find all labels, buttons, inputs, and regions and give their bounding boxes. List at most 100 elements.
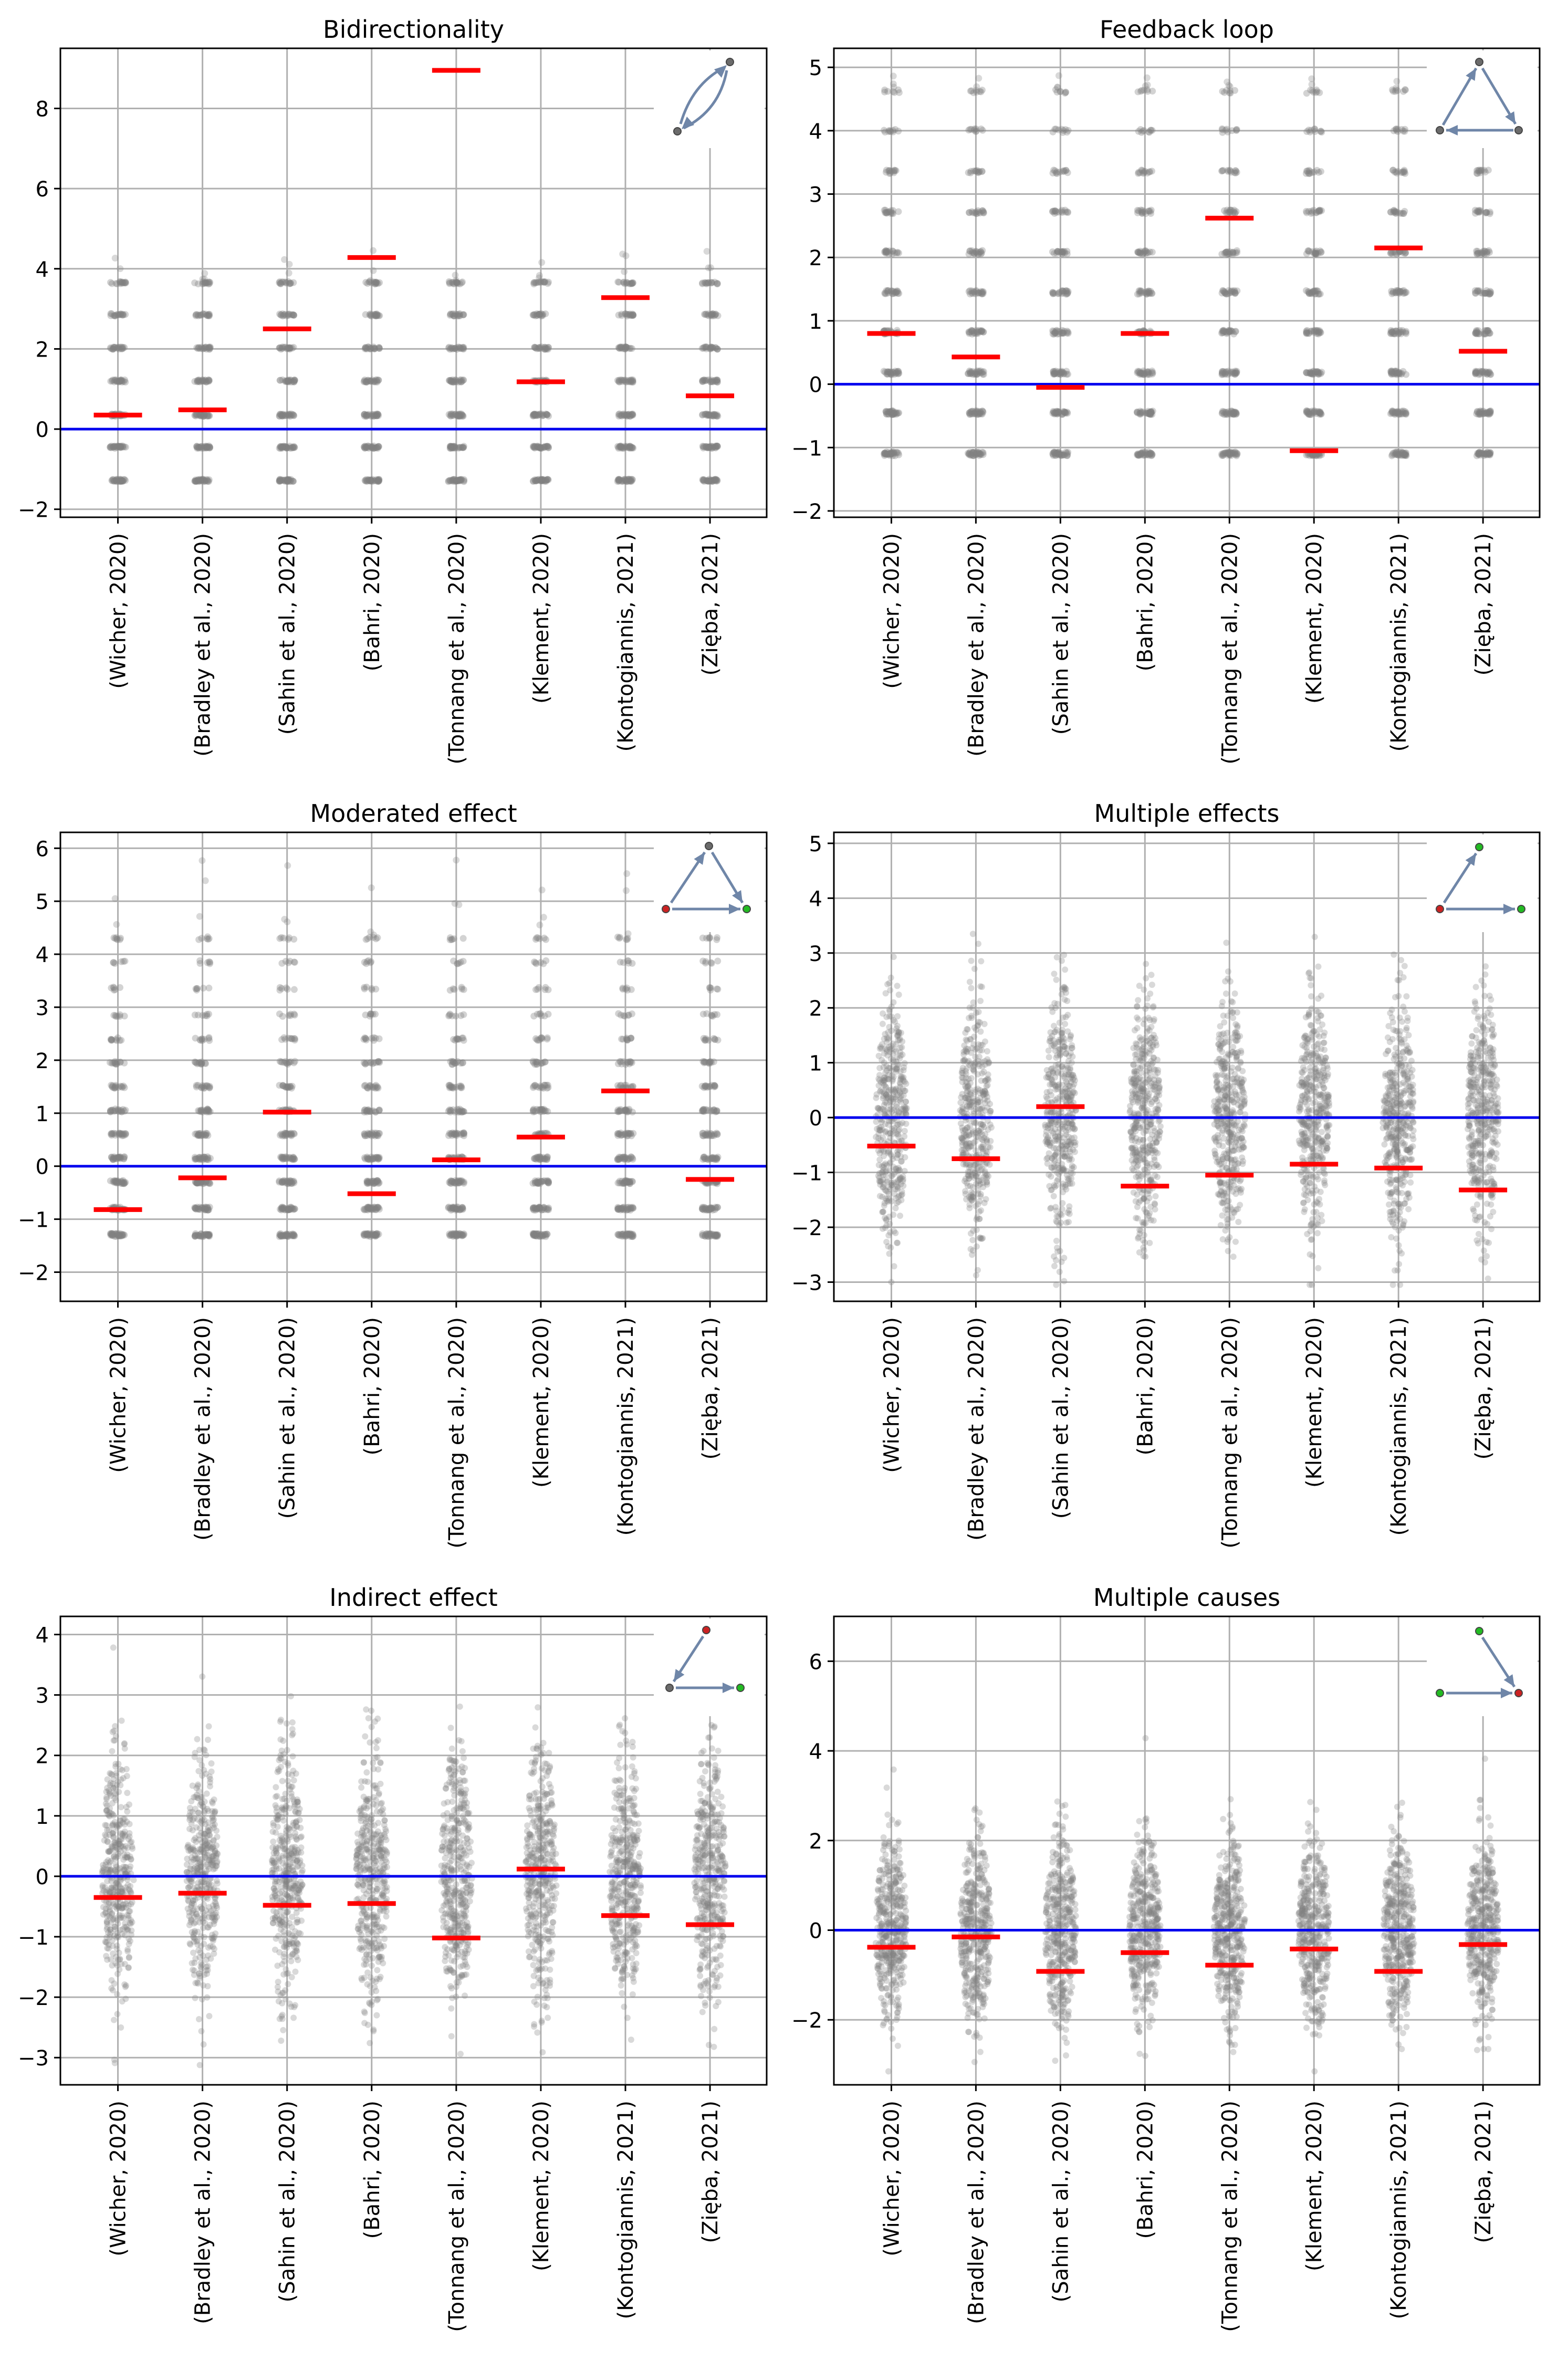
data-point [699, 1230, 706, 1237]
data-point [120, 1130, 128, 1137]
data-point [370, 267, 377, 274]
data-point [117, 476, 124, 484]
data-point [1224, 166, 1231, 174]
chart-title: Bidirectionality [323, 15, 504, 44]
data-point [534, 1179, 541, 1186]
data-point [196, 959, 204, 967]
data-point [121, 1012, 128, 1020]
data-point [980, 371, 987, 378]
x-tick-label: (Bradley et al., 2020) [191, 533, 215, 757]
data-point [117, 477, 124, 484]
data-point [118, 377, 125, 384]
data-point [532, 986, 539, 993]
data-point [113, 477, 120, 485]
data-point [1305, 290, 1313, 297]
data-point [119, 345, 126, 352]
data-point [1049, 289, 1057, 296]
data-point [107, 444, 114, 451]
data-point [367, 959, 374, 966]
y-tick-label: 0 [809, 373, 822, 398]
data-point [1049, 128, 1057, 135]
data-point [1393, 451, 1400, 458]
data-point [455, 901, 463, 909]
data-point [1305, 369, 1312, 377]
data-point [364, 1230, 371, 1237]
data-point [119, 344, 126, 351]
data-point [107, 344, 114, 351]
data-point [538, 259, 546, 266]
data-point [543, 1154, 550, 1162]
data-point [1392, 126, 1399, 133]
data-point [457, 1205, 465, 1213]
data-point [1134, 88, 1142, 96]
data-point [1393, 78, 1400, 85]
data-point [113, 476, 120, 483]
data-point [116, 378, 123, 385]
data-point [623, 870, 631, 878]
data-point [625, 957, 632, 965]
data-point [1134, 451, 1142, 458]
data-point [360, 1036, 368, 1043]
data-point [278, 1036, 286, 1043]
data-point [445, 1012, 453, 1019]
data-point [536, 1204, 543, 1211]
data-point [116, 346, 123, 353]
data-point [284, 1233, 291, 1240]
data-point [192, 1230, 199, 1237]
data-point [118, 343, 125, 351]
data-point [116, 443, 123, 451]
data-point [112, 477, 120, 484]
data-point [1318, 207, 1325, 214]
data-point [1059, 288, 1067, 295]
data-point [193, 411, 200, 419]
data-point [290, 411, 297, 419]
data-point [1134, 409, 1141, 416]
data-point [286, 280, 294, 287]
data-point [113, 478, 120, 485]
data-point [530, 1231, 537, 1239]
data-point [882, 248, 889, 256]
y-tick-label: 4 [36, 258, 49, 282]
data-point [284, 862, 291, 869]
data-point [1393, 170, 1400, 177]
data-point [277, 1206, 284, 1213]
data-point [120, 476, 128, 483]
data-point [450, 1106, 457, 1113]
data-point [1475, 451, 1482, 458]
data-point [107, 1230, 114, 1237]
data-point [372, 986, 380, 993]
data-point [122, 443, 129, 451]
data-point [977, 288, 985, 295]
data-point [113, 476, 121, 483]
data-point [198, 857, 206, 864]
data-point [532, 344, 539, 351]
data-point [624, 1059, 631, 1066]
data-point [450, 1205, 457, 1212]
data-point [457, 345, 465, 352]
data-point [703, 477, 710, 484]
data-point [705, 310, 712, 318]
data-point [1226, 289, 1234, 297]
data-point [1393, 369, 1400, 377]
data-point [1054, 248, 1062, 255]
data-point [447, 1058, 454, 1065]
data-point [121, 377, 129, 384]
data-point [621, 268, 628, 275]
data-point [538, 343, 545, 351]
data-point [198, 1035, 206, 1042]
data-point [368, 884, 375, 891]
data-point [198, 1233, 206, 1240]
data-point [119, 477, 127, 485]
data-point [111, 377, 119, 384]
data-point [713, 279, 720, 287]
y-tick-label: 0 [36, 418, 49, 442]
data-point [117, 443, 124, 450]
data-point [1400, 166, 1408, 174]
data-point [117, 377, 124, 384]
data-point [619, 986, 626, 993]
data-point [192, 1035, 199, 1042]
data-point [624, 930, 632, 937]
data-point [194, 1205, 202, 1212]
data-point [1481, 290, 1489, 297]
